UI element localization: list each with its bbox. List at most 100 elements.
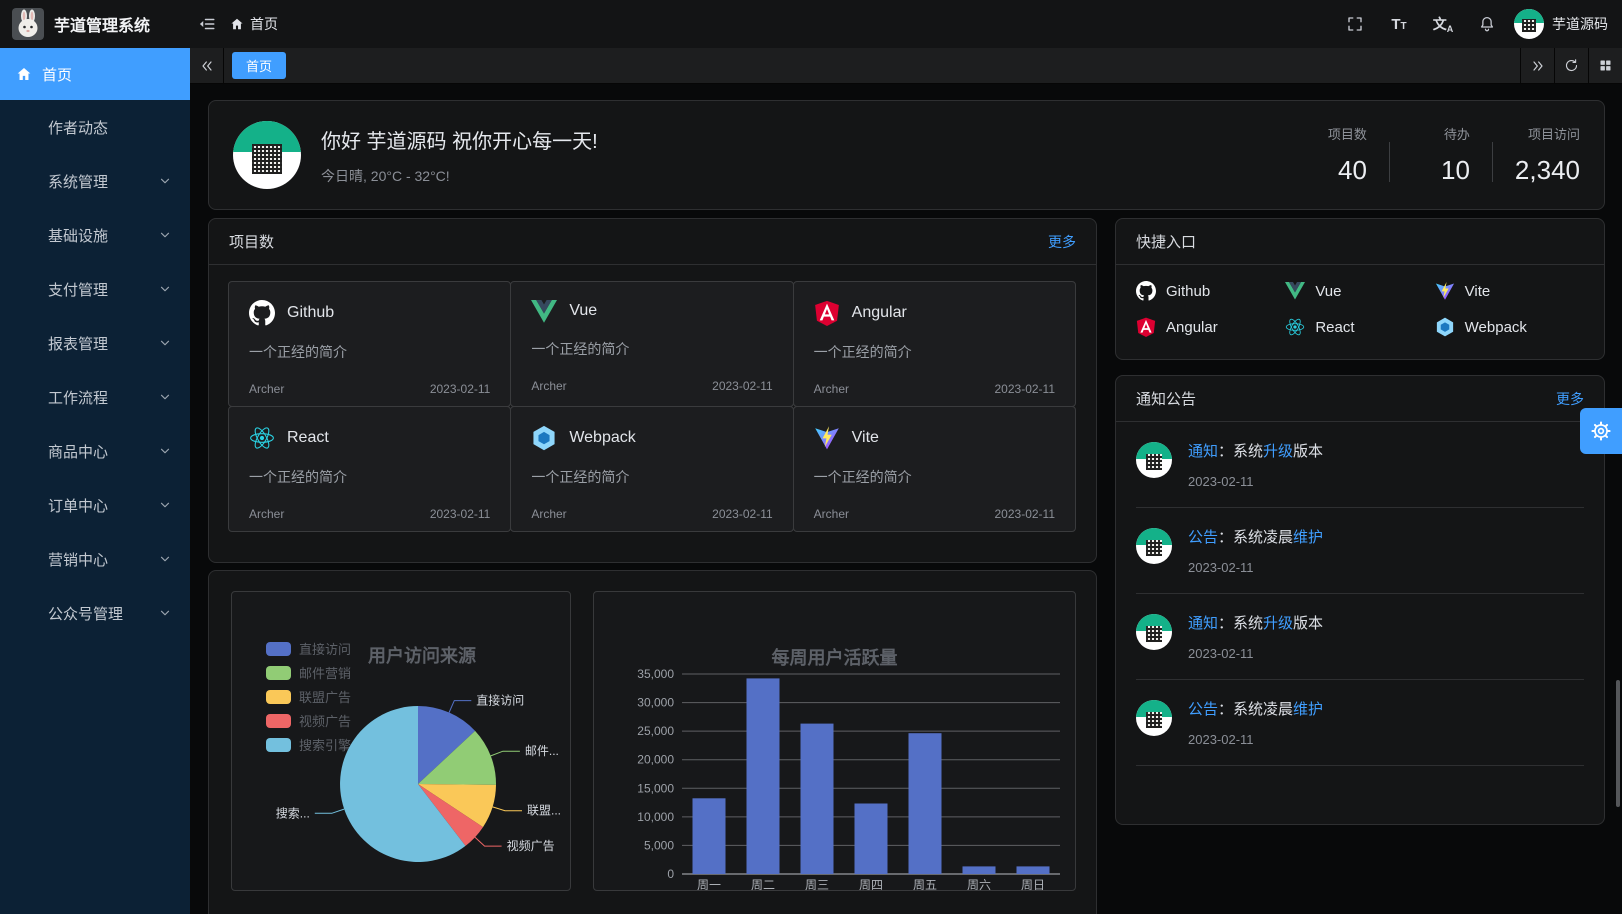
notice-item-1[interactable]: 公告：系统凌晨维护 2023-02-11 — [1136, 508, 1584, 594]
refresh-icon — [1566, 59, 1578, 72]
sidebar-item-official-account[interactable]: 公众号管理 — [0, 586, 190, 640]
project-name: Vue — [569, 302, 598, 320]
chevron-down-icon — [160, 448, 170, 454]
project-desc: 一个正经的简介 — [813, 344, 912, 360]
shortcut-github[interactable]: Github — [1136, 281, 1285, 301]
greeting-text: 你好 芋道源码 祝你开心每一天! — [321, 130, 598, 153]
fullscreen-icon[interactable] — [1338, 7, 1372, 41]
fontsize-icon[interactable]: TT — [1382, 7, 1416, 41]
tabs-scroll-left-button[interactable] — [190, 48, 224, 83]
projects-more-link[interactable]: 更多 — [1048, 233, 1076, 250]
shortcut-vite[interactable]: Vite — [1435, 281, 1584, 301]
project-date: 2023-02-11 — [429, 382, 491, 396]
legend-swatch[interactable] — [266, 642, 291, 656]
y-tick-label: 35,000 — [637, 667, 674, 681]
sidebar-item-report[interactable]: 报表管理 — [0, 316, 190, 370]
notice-avatar — [1136, 700, 1172, 736]
bar-周三[interactable] — [800, 723, 834, 874]
sidebar-fold-button[interactable] — [190, 7, 224, 41]
x-tick-label: 周日 — [1021, 878, 1045, 890]
project-author: Archer — [531, 378, 567, 393]
sidebar-item-product-center[interactable]: 商品中心 — [0, 424, 190, 478]
shortcut-webpack[interactable]: Webpack — [1435, 317, 1584, 337]
page-scrollbar[interactable] — [1616, 680, 1620, 807]
y-tick-label: 5,000 — [644, 838, 674, 852]
project-author: Archer — [249, 507, 285, 521]
project-card-github[interactable]: Github 一个正经的简介 Archer 2023-02-11 — [228, 281, 512, 407]
gear-icon — [1591, 421, 1611, 441]
bar-周一[interactable] — [692, 798, 726, 874]
bar-chart-card: 每周用户活跃量 0 5,000 10,000 15,000 20,000 25,000 30,… — [593, 591, 1076, 891]
shortcut-vue[interactable]: Vue — [1285, 281, 1434, 301]
pie-chart: 用户访问来源 直接访问邮件营销联盟广告视频广告搜索引擎直接访问邮件...联盟..… — [266, 642, 561, 862]
project-card-webpack[interactable]: Webpack 一个正经的简介 Archer 2023-02-11 — [510, 406, 794, 532]
pie-slice-联盟广告[interactable] — [418, 784, 496, 828]
bell-icon[interactable] — [1470, 7, 1504, 41]
sidebar-item-workflow[interactable]: 工作流程 — [0, 370, 190, 424]
sidebar-item-label: 公众号管理 — [48, 605, 124, 623]
user-menu[interactable]: 芋道源码 — [1514, 9, 1608, 39]
project-card-angular[interactable]: Angular 一个正经的简介 Archer 2023-02-11 — [792, 281, 1076, 407]
pie-slice-直接访问[interactable] — [418, 706, 476, 784]
project-date: 2023-02-11 — [994, 507, 1056, 521]
breadcrumb[interactable]: 首页 — [230, 14, 278, 34]
sidebar-item-marketing-center[interactable]: 营销中心 — [0, 532, 190, 586]
tab-actions-menu-button[interactable] — [1588, 48, 1622, 83]
legend-swatch[interactable] — [266, 690, 291, 704]
stat-1: 待办 10 — [1412, 124, 1470, 186]
bar-周二[interactable] — [746, 678, 780, 874]
tabs-scroll-right-button[interactable] — [1520, 48, 1554, 83]
pie-slice-邮件营销[interactable] — [418, 730, 497, 785]
refresh-tab-button[interactable] — [1554, 48, 1588, 83]
pie-slice-搜索引擎[interactable] — [340, 706, 466, 862]
notice-list: 通知：系统升级版本 2023-02-11 公告：系统凌晨维护 2023-02-1… — [1116, 422, 1604, 766]
chevron-down-icon — [160, 556, 170, 562]
shortcut-label: Webpack — [1464, 318, 1527, 336]
notice-date: 2023-02-11 — [1188, 560, 1254, 575]
sidebar-item-home[interactable]: 首页 — [0, 48, 190, 100]
project-author: Archer — [531, 507, 567, 521]
notice-item-3[interactable]: 公告：系统凌晨维护 2023-02-11 — [1136, 680, 1584, 766]
shortcut-angular[interactable]: Angular — [1136, 317, 1285, 337]
bar-周五[interactable] — [908, 733, 942, 874]
pie-slice-视频广告[interactable] — [418, 784, 483, 846]
theme-settings-button[interactable] — [1580, 408, 1622, 454]
stats-summary: 项目数 40 待办 10 项目访问 2,340 — [1309, 124, 1580, 186]
shortcut-react[interactable]: React — [1285, 317, 1434, 337]
stat-divider — [1491, 142, 1493, 182]
pie-label-line — [314, 808, 345, 814]
project-date: 2023-02-11 — [712, 378, 773, 393]
top-bar: 芋道管理系统 首页 TT 文A 芋道源码 — [0, 0, 1622, 48]
tab-0[interactable]: 首页 — [232, 52, 287, 79]
notice-item-2[interactable]: 通知：系统升级版本 2023-02-11 — [1136, 594, 1584, 680]
sidebar-item-order-center[interactable]: 订单中心 — [0, 478, 190, 532]
notice-date: 2023-02-11 — [1188, 732, 1254, 747]
project-card-vite[interactable]: Vite 一个正经的简介 Archer 2023-02-11 — [792, 406, 1076, 532]
bunny-logo-icon — [12, 8, 44, 40]
notices-more-link[interactable]: 更多 — [1556, 390, 1584, 407]
y-tick-label: 0 — [667, 867, 674, 881]
react-icon — [250, 427, 274, 449]
sidebar-item-infrastructure[interactable]: 基础设施 — [0, 208, 190, 262]
sidebar-item-author-news[interactable]: 作者动态 — [0, 100, 190, 154]
bar-周四[interactable] — [854, 803, 888, 875]
sidebar-item-system[interactable]: 系统管理 — [0, 154, 190, 208]
project-card-react[interactable]: React 一个正经的简介 Archer 2023-02-11 — [228, 406, 512, 532]
legend-label: 邮件营销 — [299, 666, 351, 681]
bar-周六[interactable] — [962, 866, 996, 874]
legend-swatch[interactable] — [266, 738, 291, 752]
legend-swatch[interactable] — [266, 666, 291, 680]
logo-area[interactable]: 芋道管理系统 — [0, 8, 190, 40]
sidebar-item-label: 订单中心 — [48, 497, 109, 515]
sidebar-item-payment[interactable]: 支付管理 — [0, 262, 190, 316]
bar-周日[interactable] — [1016, 866, 1050, 874]
fold-icon — [199, 18, 215, 30]
weather-text: 今日晴, 20°C - 32°C! — [321, 167, 450, 184]
project-desc: 一个正经的简介 — [531, 469, 630, 485]
language-icon[interactable]: 文A — [1426, 7, 1460, 41]
pie-label-line — [492, 806, 522, 812]
notices-panel-title: 通知公告 — [1136, 391, 1197, 408]
project-card-vue[interactable]: Vue 一个正经的简介 Archer 2023-02-11 — [510, 281, 794, 407]
legend-swatch[interactable] — [266, 714, 291, 728]
notice-item-0[interactable]: 通知：系统升级版本 2023-02-11 — [1136, 422, 1584, 508]
